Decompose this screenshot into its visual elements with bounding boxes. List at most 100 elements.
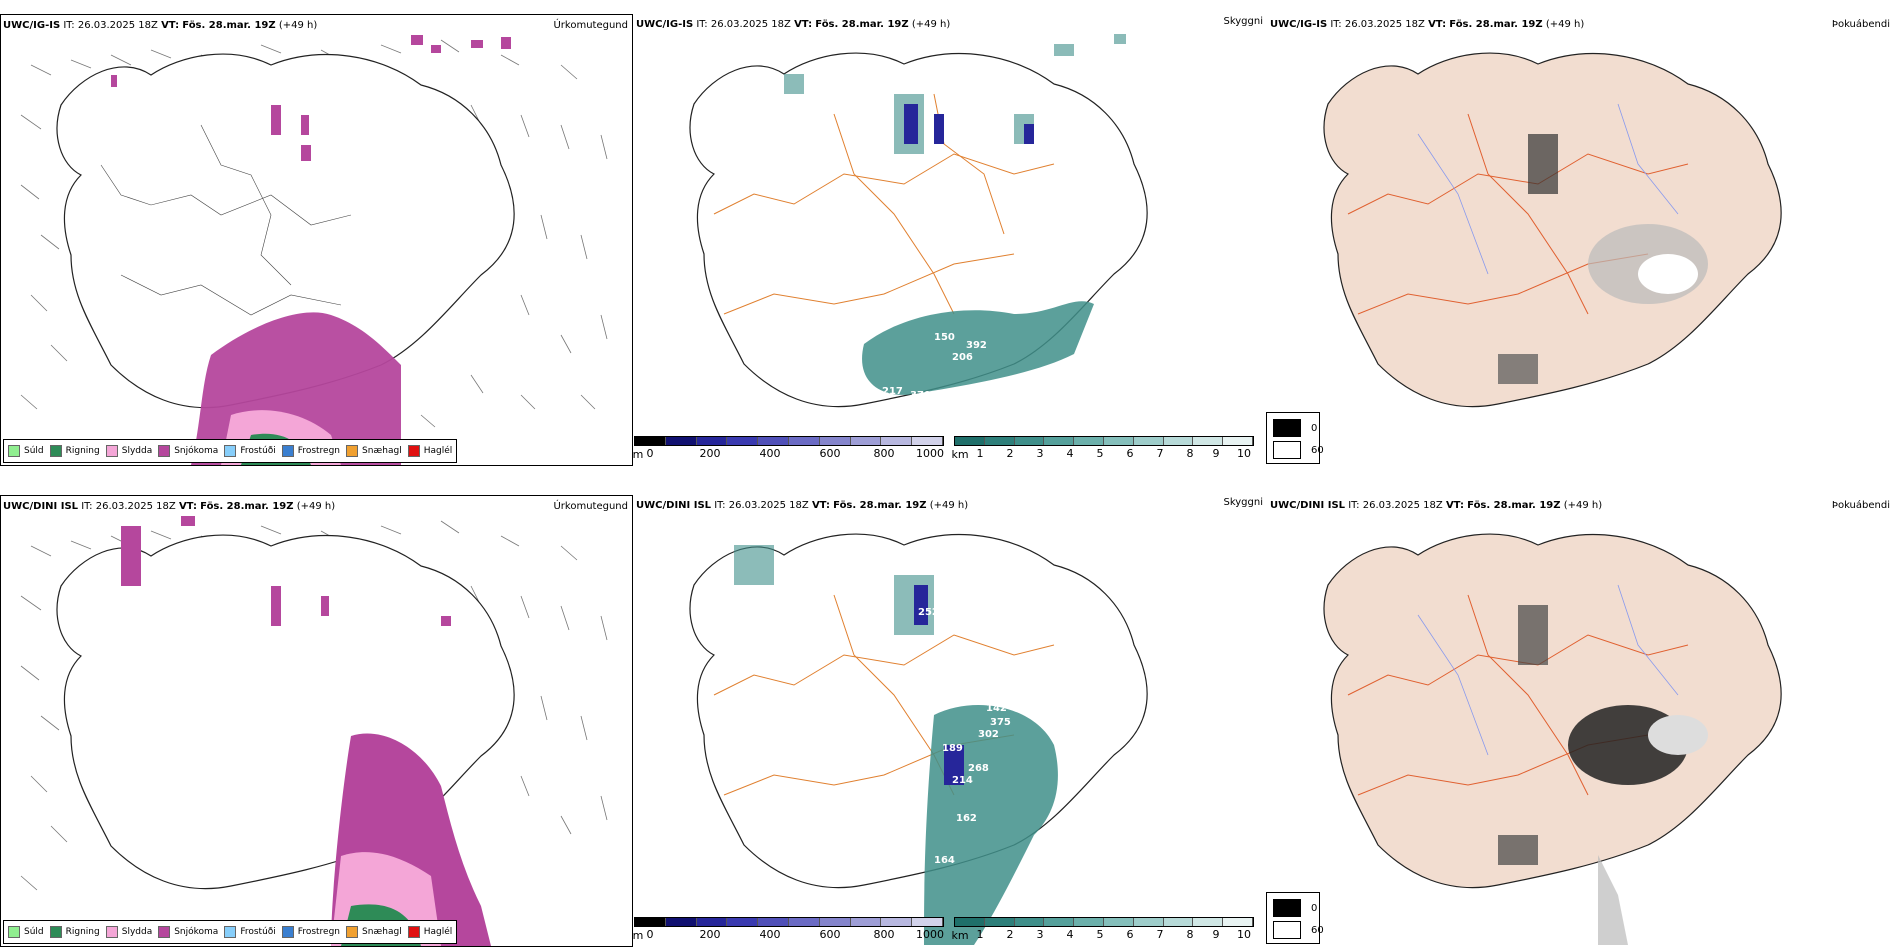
panel-title: UWC/DINI ISL IT: 26.03.2025 18Z VT: Fös.… [636,500,969,511]
fog-map-bottom [1323,533,1782,945]
ceiling-tick: 800 [873,447,895,460]
panel-right-title: Skyggni [1223,16,1263,27]
precip-legend-top: Súld Rigning Slydda Snjókoma Frostúði Fr… [3,439,458,463]
precip-type-panel-bottom: UWC/DINI ISL IT: 26.03.2025 18Z VT: Fös.… [0,495,633,947]
visibility-tick: 1 [976,928,984,941]
visibility-tick: 4 [1066,447,1074,460]
visibility-tick: 3 [1036,928,1044,941]
fog-legend-top: 0 60 [1266,412,1324,464]
panel-right-title: Úrkomutegund [553,501,628,512]
vis-label: 164 [934,855,955,866]
visibility-panel-top: UWC/IG-IS IT: 26.03.2025 18Z VT: Fös. 28… [633,14,1267,466]
visibility-tick: 9 [1212,447,1220,460]
visibility-colorbar-top: km 1 2 3 4 5 6 7 8 9 10 [951,436,1254,461]
ceiling-tick: 400 [759,928,781,941]
legend-item: Súld [8,445,44,457]
iceland-outline-top-left [56,53,515,409]
legend-item: Haglél [407,445,452,457]
visibility-tick: 10 [1237,447,1251,460]
ceiling-tick: 0 [646,447,654,460]
ceiling-colorbar-top: m 0 200 400 600 800 1000 [633,436,944,461]
ceiling-tick: 1000 [916,447,944,460]
visibility-tick: 5 [1096,928,1104,941]
vis-label: 284 [788,561,809,572]
visibility-tick: 6 [1126,928,1134,941]
visibility-map-top [689,34,1148,408]
legend-item: Súld [8,926,44,938]
vis-label: 142 [956,240,977,251]
visibility-tick: 3 [1036,447,1044,460]
ceiling-tick: 800 [873,928,895,941]
precip-legend-bottom: Súld Rigning Slydda Snjókoma Frostúði Fr… [3,920,458,944]
vis-label: 150 [934,332,955,343]
visibility-tick: 8 [1186,447,1194,460]
visibility-tick: 2 [1006,928,1014,941]
ceiling-unit: m [632,929,644,942]
visibility-tick: 5 [1096,447,1104,460]
panel-right-title: Úrkomutegund [553,20,628,31]
visibility-tick: 6 [1126,447,1134,460]
legend-item: Haglél [407,926,452,938]
vis-label: 268 [968,763,989,774]
visibility-tick: 7 [1156,928,1164,941]
ceiling-tick: 1000 [916,928,944,941]
precip-type-panel-top: UWC/IG-IS IT: 26.03.2025 18Z VT: Fös. 28… [0,14,633,466]
legend-item: Frostúði [224,926,276,938]
visibility-tick: 2 [1006,447,1014,460]
visibility-tick: 8 [1186,928,1194,941]
ceiling-colorbar-bottom: m 0 200 400 600 800 1000 [632,917,944,942]
vis-label: 189 [942,743,963,754]
ceiling-tick: 0 [646,928,654,941]
panel-right-title: Þokuábendi [1831,19,1890,30]
legend-item: Frostregn [281,445,340,457]
visibility-unit: km [951,929,969,942]
panel-title: UWC/DINI ISL IT: 26.03.2025 18Z VT: Fös.… [1270,500,1603,511]
fog-panel-bottom: UWC/DINI ISL IT: 26.03.2025 18Z VT: Fös.… [1268,495,1900,947]
visibility-tick: 7 [1156,447,1164,460]
precip-map-bottom [20,516,608,946]
fog-legend-bottom: 0 60 [1266,892,1324,944]
legend-item: Slydda [105,926,152,938]
visibility-tick: 9 [1212,928,1220,941]
visibility-unit: km [951,448,969,461]
legend-item: Frostúði [224,445,276,457]
iceland-outline-bottom-right [1323,533,1782,889]
panel-title: UWC/IG-IS IT: 26.03.2025 18Z VT: Fös. 28… [3,20,318,31]
visibility-tick: 4 [1066,928,1074,941]
legend-item: Frostregn [281,926,340,938]
ceiling-tick: 600 [819,447,841,460]
vis-label: 252 [918,607,939,618]
ceiling-tick: 600 [819,928,841,941]
fog-map-top [1323,52,1782,408]
legend-item: Snjókoma [158,926,218,938]
panel-right-title: Skyggni [1223,497,1263,508]
ceiling-tick: 200 [699,928,721,941]
vis-label: 392 [966,340,987,351]
legend-item: Rigning [49,926,100,938]
legend-item: Snæhagl [346,926,402,938]
legend-item: Slydda [105,445,152,457]
panel-title: UWC/DINI ISL IT: 26.03.2025 18Z VT: Fös.… [3,501,336,512]
panel-title: UWC/IG-IS IT: 26.03.2025 18Z VT: Fös. 28… [1270,19,1585,30]
legend-item: Snæhagl [346,445,402,457]
visibility-colorbar-bottom: km 1 2 3 4 5 6 7 8 9 10 [951,917,1254,942]
visibility-panel-bottom: UWC/DINI ISL IT: 26.03.2025 18Z VT: Fös.… [632,495,1267,947]
vis-label: 162 [956,813,977,824]
panel-right-title: Þokuábendi [1831,500,1890,511]
legend-item: Rigning [49,445,100,457]
panel-title: UWC/IG-IS IT: 26.03.2025 18Z VT: Fös. 28… [636,19,951,30]
iceland-outline-top-right [1323,52,1782,408]
vis-label: 694 [858,418,879,429]
vis-label: 217 [882,386,903,397]
vis-label: 206 [952,352,973,363]
precip-map-top [20,35,608,465]
ceiling-tick: 400 [759,447,781,460]
vis-label: 375 [990,717,1011,728]
ceiling-tick: 200 [699,447,721,460]
vis-label: 142 [986,703,1007,714]
vis-label: 302 [978,729,999,740]
vis-label: 214 [952,775,973,786]
visibility-tick: 1 [976,447,984,460]
visibility-tick: 10 [1237,928,1251,941]
fog-panel-top: UWC/IG-IS IT: 26.03.2025 18Z VT: Fös. 28… [1268,14,1900,466]
